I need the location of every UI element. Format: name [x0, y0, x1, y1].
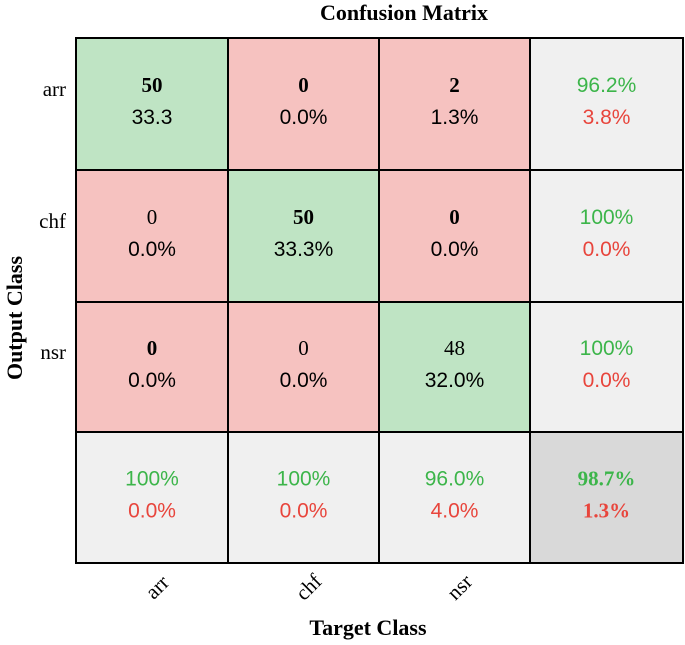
cell-percent: 33.3	[132, 106, 173, 129]
matrix-cell	[378, 169, 531, 303]
row-summary-cell	[529, 37, 684, 171]
cell-count: 0	[298, 336, 309, 360]
matrix-cell	[227, 37, 380, 171]
x-axis-label: Target Class	[309, 615, 427, 640]
col-summary-cell	[227, 431, 380, 564]
col-summary-correct: 100%	[125, 468, 179, 491]
chart-title: Confusion Matrix	[320, 0, 488, 25]
col-summary-incorrect: 0.0%	[128, 500, 176, 523]
cell-percent: 0.0%	[128, 369, 176, 392]
cell-count: 48	[444, 336, 465, 360]
row-summary-incorrect: 0.0%	[583, 369, 631, 392]
col-summary-correct: 96.0%	[425, 468, 485, 491]
col-summary-cell	[75, 431, 229, 564]
cell-percent: 1.3%	[431, 106, 479, 129]
cell-percent: 0.0%	[280, 106, 328, 129]
y-tick-label: arr	[43, 77, 66, 101]
cell-count: 0	[147, 336, 158, 360]
overall-incorrect: 1.3%	[583, 499, 630, 523]
y-axis-label: Output Class	[2, 256, 27, 381]
row-summary-cell	[529, 169, 684, 303]
cell-count: 50	[142, 73, 163, 97]
cell-percent: 0.0%	[431, 238, 479, 261]
x-tick-label: nsr	[442, 569, 477, 604]
col-summary-incorrect: 4.0%	[431, 500, 479, 523]
matrix-cell	[75, 301, 229, 433]
x-tick-label: arr	[140, 570, 173, 603]
row-summary-correct: 100%	[580, 206, 634, 229]
matrix-cell	[378, 301, 531, 433]
row-summary-incorrect: 3.8%	[583, 106, 631, 129]
overall-summary-cell	[529, 431, 684, 564]
overall-correct: 98.7%	[578, 467, 636, 491]
cell-percent: 0.0%	[280, 369, 328, 392]
matrix-cell	[227, 301, 380, 433]
cell-count: 0	[449, 205, 460, 229]
matrix-cell	[75, 169, 229, 303]
y-tick-label: chf	[39, 209, 66, 233]
matrix-cell	[378, 37, 531, 171]
matrix-cell	[227, 169, 380, 303]
y-tick-label: nsr	[40, 340, 66, 364]
cell-count: 0	[298, 73, 309, 97]
cell-count: 2	[449, 73, 460, 97]
col-summary-correct: 100%	[277, 468, 331, 491]
row-summary-correct: 96.2%	[577, 74, 637, 97]
cell-percent: 32.0%	[425, 369, 485, 392]
cell-count: 0	[147, 205, 158, 229]
col-summary-cell	[378, 431, 531, 564]
col-summary-incorrect: 0.0%	[280, 500, 328, 523]
row-summary-incorrect: 0.0%	[583, 238, 631, 261]
cell-count: 50	[293, 205, 314, 229]
matrix-cell	[75, 37, 229, 171]
row-summary-correct: 100%	[580, 337, 634, 360]
cell-percent: 0.0%	[128, 238, 176, 261]
cell-percent: 33.3%	[274, 238, 334, 261]
row-summary-cell	[529, 301, 684, 433]
x-tick-label: chf	[291, 569, 327, 605]
